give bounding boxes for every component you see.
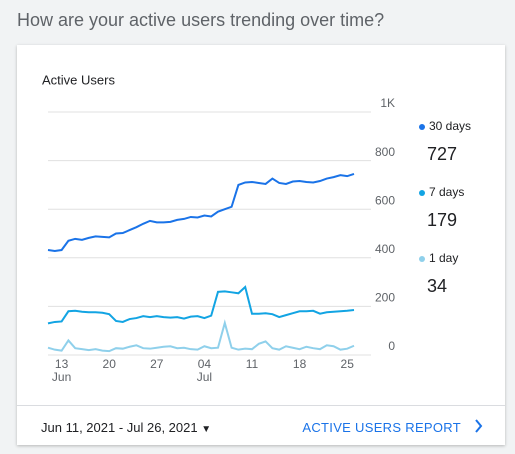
page-title: How are your active users trending over … [17, 10, 385, 30]
x-tick-label: 11 [246, 357, 259, 371]
chevron [475, 419, 483, 433]
legend-value: 727 [427, 144, 457, 164]
card: Active Users 0 200 400 600 800 1K 13 Jun 20 27 04 J… [17, 45, 505, 445]
date-range[interactable]: Jun 11, 2021 - Jul 26, 2021 ▼ [41, 420, 212, 435]
x-tick-sublabel: Jul [197, 370, 212, 384]
y-tick-label: 400 [375, 242, 395, 256]
x-tick-label: 20 [103, 357, 117, 371]
series-line [47, 319, 355, 353]
series-line [47, 173, 355, 253]
y-tick-label: 200 [375, 291, 395, 305]
legend-dot [419, 190, 425, 196]
x-tick-label: 27 [150, 357, 164, 371]
y-tick-label: 1K [380, 96, 395, 110]
chart-title: Active Users [42, 72, 115, 87]
y-tick-label: 800 [375, 145, 395, 159]
y-tick-label: 600 [375, 193, 395, 207]
x-tick-label: 18 [293, 357, 307, 371]
legend-label: 1 day [429, 251, 458, 265]
x-tick-label: 25 [341, 357, 355, 371]
x-tick-label: 13 [55, 357, 69, 371]
series-line [47, 285, 355, 325]
legend-value: 179 [427, 210, 457, 230]
legend-dot [419, 256, 425, 262]
x-tick-sublabel: Jun [52, 370, 71, 384]
legend-label: 7 days [429, 185, 464, 199]
legend-label: 30 days [429, 119, 471, 133]
report-link[interactable]: ACTIVE USERS REPORT [302, 420, 461, 435]
footer: Jun 11, 2021 - Jul 26, 2021 ▼ ACTIVE USE… [17, 405, 505, 446]
date-range-text: Jun 11, 2021 - Jul 26, 2021 [41, 420, 198, 435]
y-tick-label: 0 [388, 339, 395, 353]
legend-value: 34 [427, 276, 447, 296]
legend-dot [419, 124, 425, 130]
x-tick-label: 04 [198, 357, 212, 371]
